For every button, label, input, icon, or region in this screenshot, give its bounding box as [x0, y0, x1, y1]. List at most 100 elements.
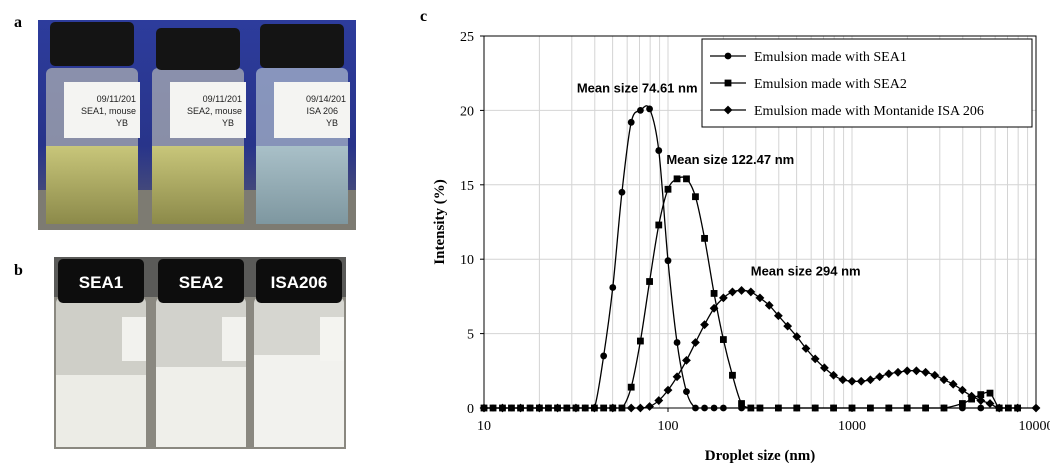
series-3-point	[921, 367, 931, 377]
vial-a-2	[152, 28, 246, 224]
series-3-point	[792, 332, 802, 341]
series-3-point	[829, 370, 838, 380]
vial-a-1-date: 09/11/201	[97, 94, 136, 104]
series-3-point	[718, 293, 728, 303]
series-2-point	[986, 389, 994, 397]
series-1-point	[618, 188, 626, 196]
series-3-point	[672, 372, 682, 382]
series-2-point	[710, 290, 718, 297]
series-1-point	[719, 404, 727, 412]
y-tick-label: 10	[460, 253, 474, 268]
series-3-point	[654, 396, 664, 405]
x-tick-label: 10000	[1019, 419, 1051, 434]
series-2-point	[848, 404, 856, 412]
series-2-point	[756, 404, 764, 412]
vial-a-1-line2: SEA1, mouse	[81, 106, 136, 116]
series-1-point	[692, 404, 699, 412]
series-3-point	[976, 396, 986, 405]
vial-b-3-cap-label: ISA206	[271, 273, 328, 292]
panel-label-b: b	[14, 262, 23, 279]
x-tick-label: 100	[658, 419, 679, 434]
series-2-point	[729, 371, 736, 379]
legend-swatch-marker	[723, 105, 733, 115]
series-2-point	[719, 336, 727, 343]
series-3-point	[663, 385, 673, 395]
series-3-point	[875, 372, 885, 382]
series-layer	[479, 105, 1041, 413]
vial-b-1-cap-label: SEA1	[79, 273, 123, 292]
series-3-point	[939, 375, 949, 385]
series-3-point	[516, 403, 525, 413]
series-3-point	[1013, 403, 1022, 413]
series-3-point	[479, 403, 489, 413]
series-2-point	[664, 185, 672, 193]
mean-size-annotation-1: Mean size 74.61 nm	[577, 81, 698, 96]
x-tick-label: 1000	[838, 419, 866, 434]
series-2-point	[940, 404, 948, 412]
series-3-point	[709, 303, 719, 313]
y-tick-label: 20	[460, 104, 474, 119]
y-tick-label: 5	[467, 328, 474, 343]
series-3-point	[636, 403, 645, 413]
axis-ticks: 10 100 1000 10000 0 5 10 15 20 25	[460, 30, 1050, 434]
legend-swatch-marker	[724, 52, 732, 60]
series-3-point	[810, 354, 820, 364]
y-axis-label: Intensity (%)	[432, 179, 448, 264]
series-1-point	[977, 404, 985, 412]
series-3-point	[985, 399, 995, 408]
x-tick-label: 10	[477, 419, 491, 434]
series-3-point	[967, 391, 977, 401]
vial-a-1	[46, 22, 140, 224]
series-3-point	[626, 403, 636, 413]
series-2-point	[701, 234, 708, 242]
series-2-point	[958, 400, 966, 407]
series-1-point	[701, 404, 708, 412]
series-3-point	[1031, 403, 1041, 413]
series-3-point	[856, 376, 866, 386]
photo-vials-before: 09/11/201 SEA1, mouse YB 09/11/201 SEA2,…	[38, 20, 356, 230]
y-tick-label: 0	[467, 402, 474, 417]
y-tick-label: 15	[460, 179, 474, 194]
series-3-point	[700, 320, 709, 330]
series-2-point	[977, 391, 985, 399]
vial-a-3-line2: ISA 206	[306, 106, 338, 116]
series-3-point	[884, 369, 894, 379]
series-3-point	[534, 403, 544, 413]
series-2-point	[922, 404, 930, 412]
series-3-point	[737, 286, 746, 295]
series-2-point	[692, 193, 699, 201]
series-2-point	[627, 383, 635, 391]
vial-a-3	[256, 24, 350, 224]
series-3-point	[820, 363, 829, 373]
series-3-point	[682, 355, 691, 365]
series-1-point	[673, 339, 681, 346]
series-3-point	[553, 403, 562, 413]
photo-vials-emulsions: SEA1 SEA2 ISA206	[54, 257, 346, 449]
series-2-point	[637, 337, 644, 345]
series-1-point	[655, 147, 663, 154]
panel-label-c: c	[420, 8, 428, 25]
legend-box	[701, 38, 1033, 128]
series-3-point	[608, 403, 618, 413]
legend-entry-1: Emulsion made with SEA1	[754, 50, 907, 65]
legend: Emulsion made with SEA1 Emulsion made wit…	[701, 38, 1033, 128]
series-3-point	[994, 403, 1004, 413]
vial-b-1	[56, 259, 146, 447]
photo-a-illustration: 09/11/201 SEA1, mouse YB 09/11/201 SEA2,…	[38, 20, 356, 230]
vial-a-2-line3: YB	[222, 118, 234, 128]
series-3-point	[930, 370, 940, 380]
series-2-point	[683, 175, 690, 183]
series-3-point	[866, 375, 875, 385]
series-2-point	[793, 404, 801, 412]
series-3-point	[764, 300, 774, 310]
series-3-point	[498, 403, 507, 413]
series-2-point	[646, 278, 653, 285]
photo-b-illustration: SEA1 SEA2 ISA206	[54, 257, 346, 449]
series-3-point	[755, 293, 765, 303]
series-1-point	[637, 107, 644, 114]
annotations: Mean size 74.61 nm Mean size 122.47 nm Mea…	[577, 81, 861, 279]
series-2-point	[738, 400, 745, 407]
series-3-point	[783, 321, 793, 331]
vial-b-2-cap-label: SEA2	[179, 273, 223, 292]
mean-size-annotation-3: Mean size 294 nm	[751, 264, 861, 279]
